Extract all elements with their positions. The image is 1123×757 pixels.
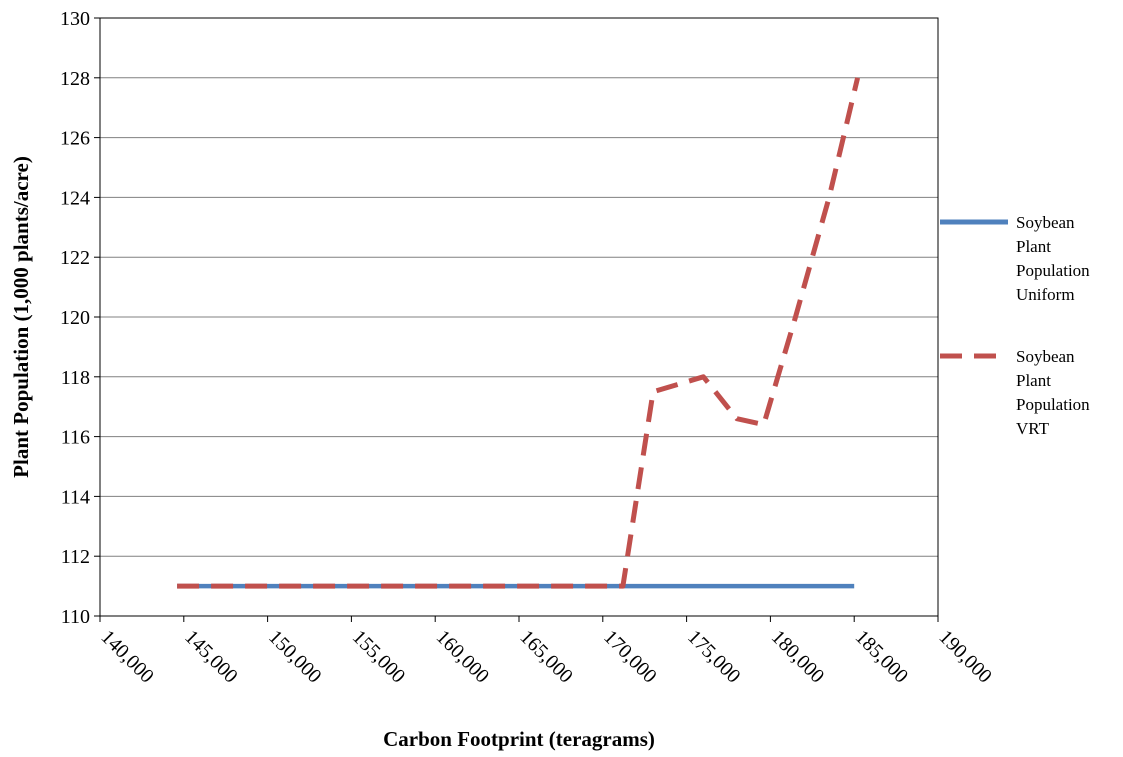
x-tick-label: 160,000 bbox=[432, 626, 494, 688]
x-tick-label: 150,000 bbox=[264, 626, 326, 688]
legend-label-2: Population bbox=[1016, 395, 1090, 414]
legend-label-1: Soybean bbox=[1016, 213, 1075, 232]
legend: Soybean Plant Population Uniform Soybean Plan… bbox=[940, 213, 1090, 438]
series-line-2 bbox=[177, 77, 861, 589]
x-tick-label: 165,000 bbox=[515, 626, 577, 688]
y-tick-label: 118 bbox=[61, 367, 90, 389]
y-tick-label: 120 bbox=[60, 307, 90, 329]
legend-label-1: Plant bbox=[1016, 237, 1051, 256]
series-layer bbox=[177, 77, 861, 589]
y-tick-label: 116 bbox=[61, 427, 90, 449]
y-tick-label: 112 bbox=[61, 546, 90, 568]
y-tick-label: 110 bbox=[61, 606, 90, 628]
legend-label-2: Soybean bbox=[1016, 347, 1075, 366]
x-tick-label: 170,000 bbox=[599, 626, 661, 688]
x-tick-label: 185,000 bbox=[851, 626, 913, 688]
legend-label-1: Uniform bbox=[1016, 285, 1075, 304]
y-tick-label: 122 bbox=[60, 247, 90, 269]
y-axis-title: Plant Population (1,000 plants/acre) bbox=[9, 156, 33, 478]
y-axis-ticks: 110 112 114 116 118 120 122 124 126 128 130 bbox=[60, 8, 100, 628]
x-tick-label: 180,000 bbox=[767, 626, 829, 688]
y-tick-label: 124 bbox=[60, 187, 90, 209]
y-tick-label: 128 bbox=[60, 68, 90, 90]
y-tick-label: 126 bbox=[60, 128, 90, 150]
x-tick-label: 145,000 bbox=[180, 626, 242, 688]
x-axis-title: Carbon Footprint (teragrams) bbox=[383, 727, 655, 751]
y-tick-label: 114 bbox=[61, 486, 90, 508]
gridlines bbox=[100, 17, 938, 617]
x-axis-ticks: 140,000 145,000 150,000 155,000 160,000 165,0… bbox=[96, 616, 996, 687]
x-tick-label: 190,000 bbox=[934, 626, 996, 688]
y-tick-label: 130 bbox=[60, 8, 90, 30]
legend-label-2: VRT bbox=[1016, 419, 1050, 438]
legend-label-1: Population bbox=[1016, 261, 1090, 280]
legend-label-2: Plant bbox=[1016, 371, 1051, 390]
x-tick-label: 155,000 bbox=[348, 626, 410, 688]
x-tick-label: 140,000 bbox=[96, 626, 158, 688]
x-tick-label: 175,000 bbox=[683, 626, 745, 688]
